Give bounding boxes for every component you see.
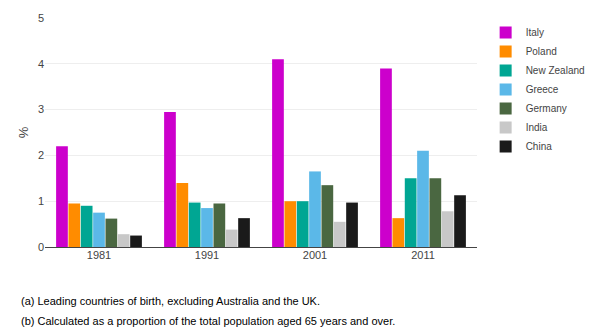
svg-text:1: 1 [38,195,44,207]
svg-text:1991: 1991 [195,249,219,261]
svg-text:%: % [16,126,31,138]
svg-text:2: 2 [38,149,44,161]
svg-text:India: India [526,122,548,133]
svg-text:China: China [526,141,553,152]
svg-text:Greece: Greece [526,84,559,95]
svg-text:New Zealand: New Zealand [526,65,585,76]
svg-text:3: 3 [38,103,44,115]
svg-text:0: 0 [38,241,44,253]
svg-text:(a) Leading countries of birth: (a) Leading countries of birth, excludin… [21,295,320,307]
svg-text:(b) Calculated as a proportion: (b) Calculated as a proportion of the to… [21,315,395,327]
svg-text:Poland: Poland [526,46,557,57]
svg-text:1981: 1981 [87,249,111,261]
svg-text:Italy: Italy [526,27,544,38]
svg-text:4: 4 [38,58,44,70]
svg-text:Germany: Germany [526,103,567,114]
svg-text:2001: 2001 [303,249,327,261]
svg-text:5: 5 [38,12,44,24]
svg-text:2011: 2011 [411,249,435,261]
